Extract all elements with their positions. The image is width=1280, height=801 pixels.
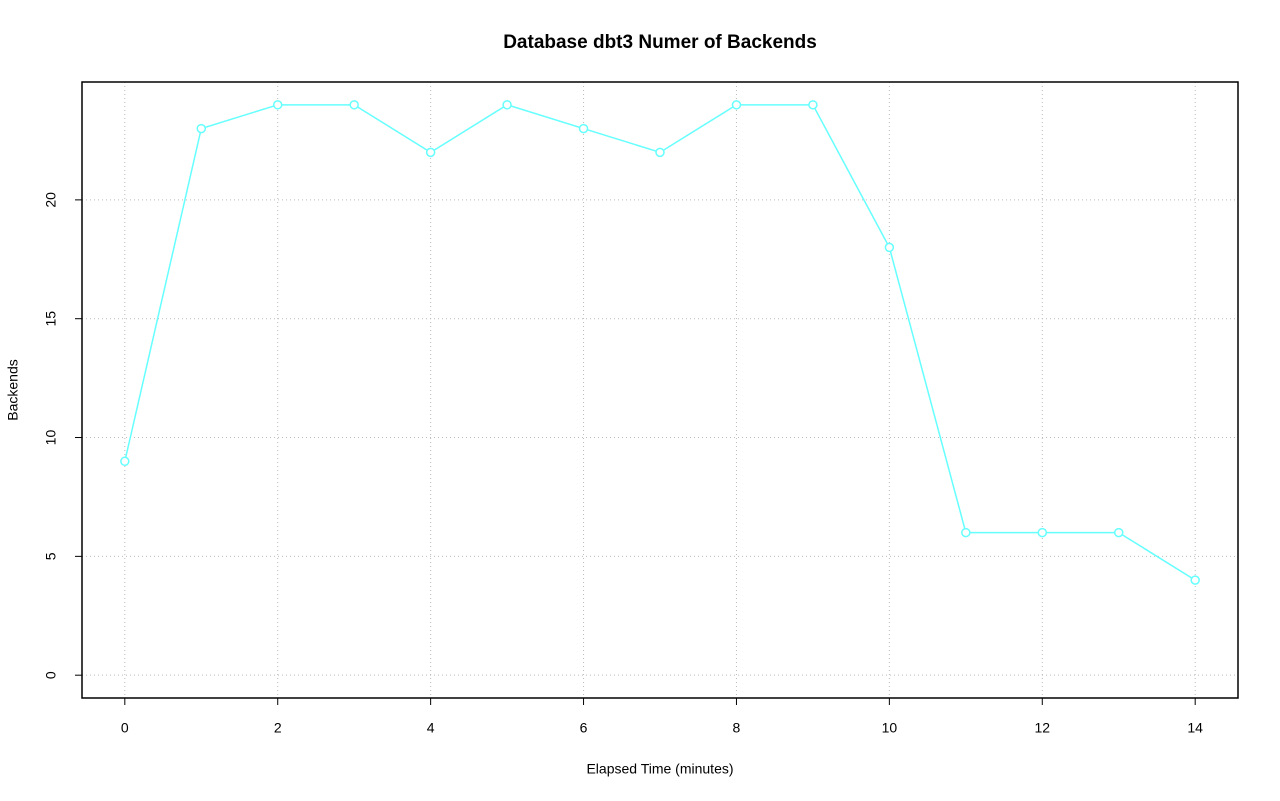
data-point [731,100,742,110]
x-tick-label: 0 [121,720,129,736]
y-axis-label: Backends [5,359,21,420]
x-tick-label: 6 [580,720,588,736]
data-point [1037,527,1048,538]
x-axis-label: Elapsed Time (minutes) [586,761,733,777]
x-tick-label: 14 [1187,720,1203,736]
y-tick-label: 10 [43,430,59,446]
x-tick-label: 12 [1034,720,1050,736]
data-point [120,456,130,467]
data-point [502,100,512,110]
y-tick-label: 0 [43,671,59,679]
y-tick-label: 5 [43,552,59,560]
y-tick-label: 20 [43,192,59,208]
data-point [1113,527,1124,538]
data-point [272,100,283,110]
data-point [349,100,359,110]
x-tick-label: 10 [882,720,898,736]
data-point [1190,575,1200,585]
x-tick-label: 4 [427,720,435,736]
x-tick-label: 2 [274,720,282,736]
data-point [808,100,818,110]
data-point [578,123,589,134]
y-tick-label: 15 [43,311,59,327]
data-point [961,527,971,538]
series-line [124,103,1196,581]
x-tick-label: 8 [733,720,741,736]
data-point [655,147,665,158]
plot-frame [81,81,1239,699]
chart-title: Database dbt3 Numer of Backends [503,32,817,53]
data-point [425,147,436,158]
data-point [884,242,895,253]
data-point [196,123,207,134]
